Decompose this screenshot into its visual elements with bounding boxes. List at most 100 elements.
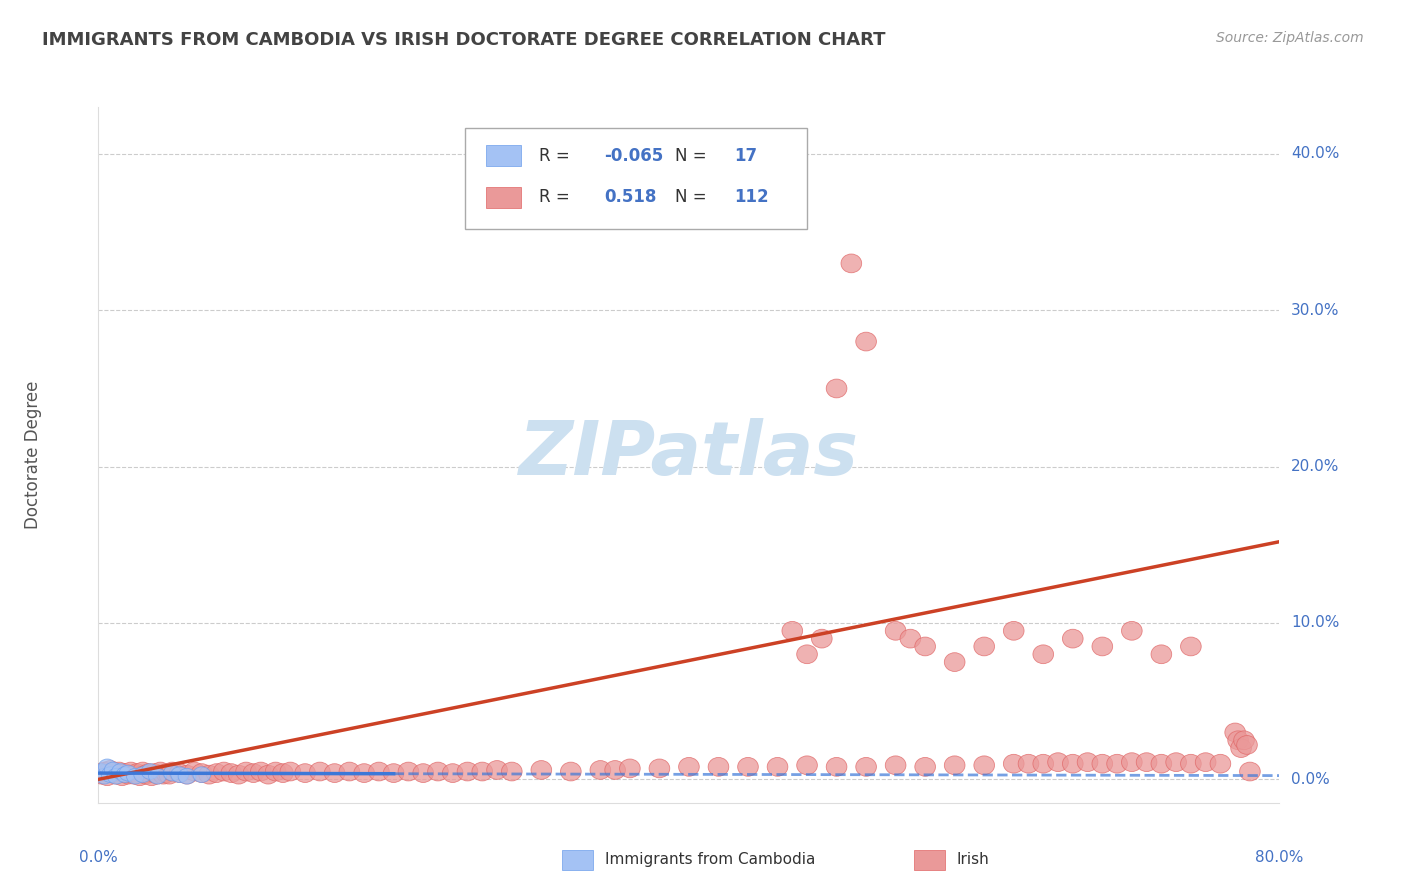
Ellipse shape bbox=[100, 761, 121, 780]
Ellipse shape bbox=[156, 764, 177, 782]
Ellipse shape bbox=[605, 761, 626, 780]
Ellipse shape bbox=[148, 765, 167, 784]
Text: IMMIGRANTS FROM CAMBODIA VS IRISH DOCTORATE DEGREE CORRELATION CHART: IMMIGRANTS FROM CAMBODIA VS IRISH DOCTOR… bbox=[42, 31, 886, 49]
Ellipse shape bbox=[127, 764, 148, 782]
Ellipse shape bbox=[280, 762, 301, 780]
Ellipse shape bbox=[841, 254, 862, 273]
Ellipse shape bbox=[198, 765, 219, 784]
Ellipse shape bbox=[96, 768, 112, 784]
Ellipse shape bbox=[118, 765, 138, 784]
Ellipse shape bbox=[384, 764, 404, 782]
Ellipse shape bbox=[1240, 762, 1260, 780]
Ellipse shape bbox=[413, 764, 433, 782]
Ellipse shape bbox=[1004, 755, 1024, 773]
Ellipse shape bbox=[650, 759, 669, 778]
Text: 17: 17 bbox=[734, 147, 756, 165]
Ellipse shape bbox=[856, 332, 876, 351]
Ellipse shape bbox=[97, 767, 118, 786]
Ellipse shape bbox=[1077, 753, 1098, 772]
Ellipse shape bbox=[273, 764, 294, 782]
Ellipse shape bbox=[472, 762, 492, 780]
Ellipse shape bbox=[257, 765, 278, 784]
Ellipse shape bbox=[93, 764, 110, 780]
Ellipse shape bbox=[1233, 731, 1254, 749]
Ellipse shape bbox=[91, 765, 111, 784]
Text: Source: ZipAtlas.com: Source: ZipAtlas.com bbox=[1216, 31, 1364, 45]
Ellipse shape bbox=[111, 764, 129, 780]
Bar bbox=[486, 145, 522, 166]
Ellipse shape bbox=[129, 767, 150, 786]
Text: 80.0%: 80.0% bbox=[1256, 850, 1303, 864]
Ellipse shape bbox=[135, 765, 156, 784]
Ellipse shape bbox=[974, 756, 994, 774]
Ellipse shape bbox=[179, 768, 195, 784]
Ellipse shape bbox=[457, 762, 478, 780]
Ellipse shape bbox=[782, 622, 803, 640]
Ellipse shape bbox=[103, 764, 124, 782]
Ellipse shape bbox=[191, 764, 212, 782]
Ellipse shape bbox=[266, 762, 285, 780]
Ellipse shape bbox=[591, 761, 610, 780]
Ellipse shape bbox=[138, 764, 159, 782]
Ellipse shape bbox=[797, 645, 817, 664]
Ellipse shape bbox=[236, 762, 256, 780]
Ellipse shape bbox=[108, 762, 129, 780]
Ellipse shape bbox=[309, 762, 330, 780]
Text: ZIPatlas: ZIPatlas bbox=[519, 418, 859, 491]
Ellipse shape bbox=[915, 757, 935, 776]
Ellipse shape bbox=[169, 764, 190, 782]
FancyBboxPatch shape bbox=[464, 128, 807, 229]
Ellipse shape bbox=[1211, 755, 1230, 773]
Ellipse shape bbox=[368, 762, 389, 780]
Ellipse shape bbox=[117, 767, 134, 782]
Ellipse shape bbox=[150, 762, 170, 780]
Ellipse shape bbox=[94, 762, 115, 780]
Ellipse shape bbox=[827, 379, 846, 398]
Ellipse shape bbox=[132, 762, 153, 780]
Text: N =: N = bbox=[675, 188, 711, 206]
Ellipse shape bbox=[1136, 753, 1157, 772]
Bar bbox=[486, 187, 522, 208]
Ellipse shape bbox=[177, 765, 197, 784]
Ellipse shape bbox=[221, 764, 242, 782]
Ellipse shape bbox=[398, 762, 419, 780]
Ellipse shape bbox=[974, 637, 994, 656]
Ellipse shape bbox=[1230, 739, 1251, 757]
Ellipse shape bbox=[111, 767, 132, 786]
Text: 10.0%: 10.0% bbox=[1291, 615, 1340, 631]
Ellipse shape bbox=[709, 757, 728, 776]
Ellipse shape bbox=[1092, 755, 1112, 773]
Ellipse shape bbox=[1092, 637, 1112, 656]
Text: 0.518: 0.518 bbox=[605, 188, 657, 206]
Text: R =: R = bbox=[538, 147, 575, 165]
Ellipse shape bbox=[124, 765, 145, 784]
Ellipse shape bbox=[184, 762, 205, 780]
Ellipse shape bbox=[153, 765, 174, 784]
Ellipse shape bbox=[811, 629, 832, 648]
Ellipse shape bbox=[162, 762, 183, 780]
Ellipse shape bbox=[214, 762, 235, 780]
Ellipse shape bbox=[945, 756, 965, 774]
Ellipse shape bbox=[531, 761, 551, 780]
Ellipse shape bbox=[170, 767, 188, 782]
Ellipse shape bbox=[159, 765, 180, 784]
Ellipse shape bbox=[1122, 753, 1142, 772]
Ellipse shape bbox=[325, 764, 344, 782]
Ellipse shape bbox=[127, 768, 145, 784]
Ellipse shape bbox=[427, 762, 449, 780]
Ellipse shape bbox=[354, 764, 374, 782]
Ellipse shape bbox=[1225, 723, 1246, 742]
Ellipse shape bbox=[1004, 622, 1024, 640]
Ellipse shape bbox=[856, 757, 876, 776]
Text: 0.0%: 0.0% bbox=[1291, 772, 1330, 787]
Ellipse shape bbox=[1152, 645, 1171, 664]
Text: Doctorate Degree: Doctorate Degree bbox=[24, 381, 42, 529]
Ellipse shape bbox=[1181, 637, 1201, 656]
Ellipse shape bbox=[1063, 755, 1083, 773]
Text: Irish: Irish bbox=[956, 853, 988, 867]
Ellipse shape bbox=[915, 637, 935, 656]
Ellipse shape bbox=[1152, 755, 1171, 773]
Ellipse shape bbox=[620, 759, 640, 778]
Text: 112: 112 bbox=[734, 188, 769, 206]
Ellipse shape bbox=[900, 629, 921, 648]
